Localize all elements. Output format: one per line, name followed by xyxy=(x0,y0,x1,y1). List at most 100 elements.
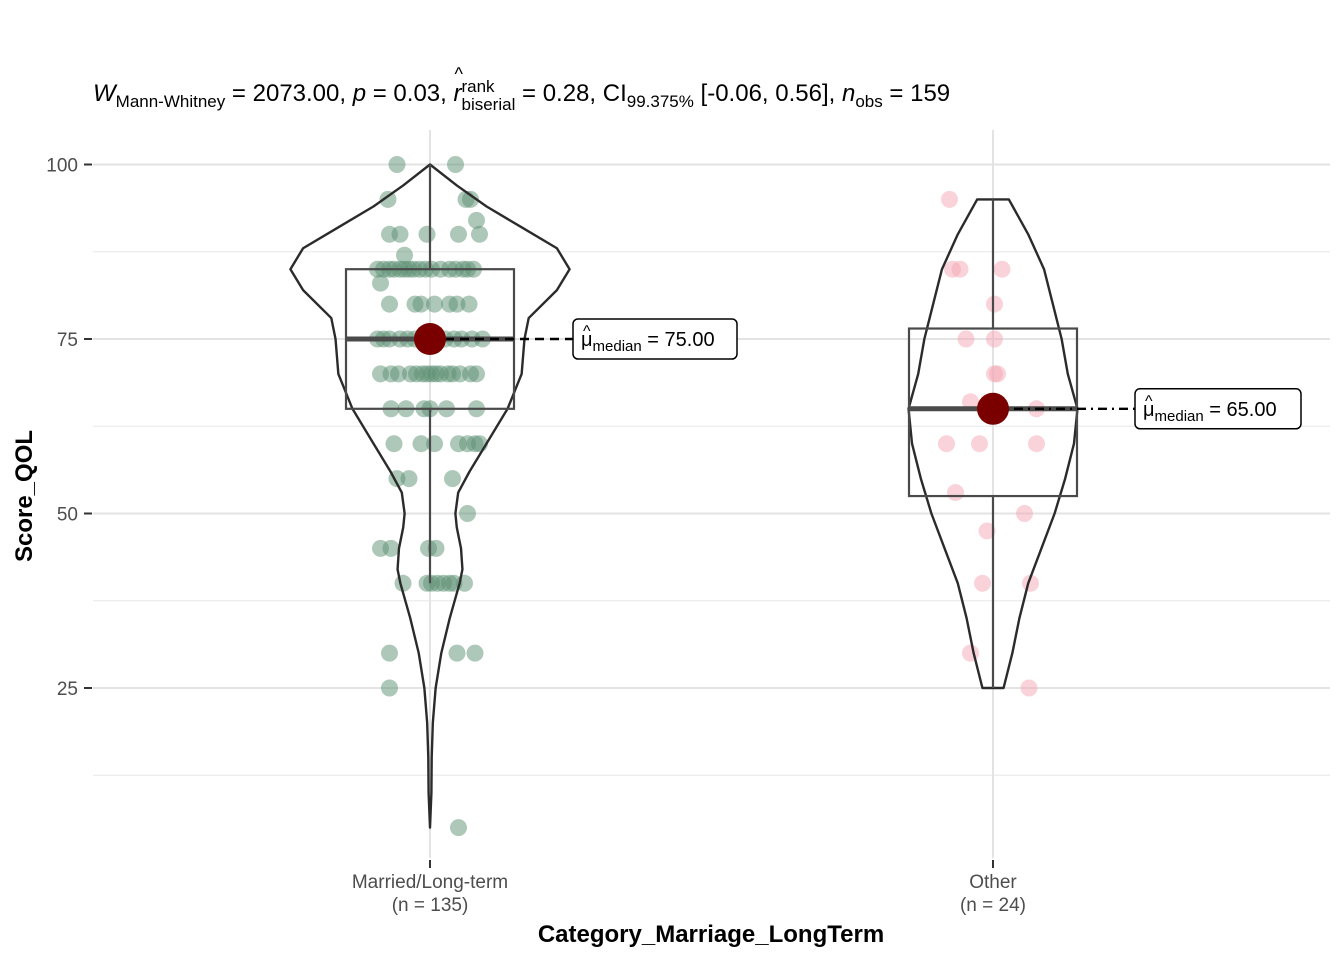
x-tick-label: Married/Long-term xyxy=(352,872,508,893)
data-point xyxy=(974,574,991,592)
data-point xyxy=(381,644,398,662)
data-point xyxy=(460,295,478,313)
data-point xyxy=(459,505,476,522)
y-tick-label: 100 xyxy=(46,156,78,177)
data-point xyxy=(941,190,958,208)
x-axis-label: Category_Marriage_LongTerm xyxy=(538,921,884,948)
median-label-sub: median xyxy=(593,338,642,355)
r-stack: rank biserial xyxy=(461,76,516,114)
data-point xyxy=(450,819,467,837)
median-point xyxy=(977,392,1009,425)
median-label-box xyxy=(572,318,738,360)
median-label: μmedian = 75.00^ xyxy=(572,318,738,360)
data-point xyxy=(382,539,400,557)
w-value: = 2073.00, xyxy=(225,80,353,107)
data-point xyxy=(962,644,979,662)
y-axis-label: Score_QOL xyxy=(11,430,38,562)
median-label-text: μmedian = 65.00 xyxy=(1143,399,1277,425)
y-axis: 25 50 75 100 Score_QOL xyxy=(11,156,92,700)
data-point xyxy=(396,246,413,264)
data-point xyxy=(1028,435,1045,453)
data-point xyxy=(962,393,979,411)
data-point xyxy=(381,679,398,697)
r-hat-symbol: ^ r xyxy=(453,64,463,107)
violin-outline xyxy=(907,198,1079,690)
data-point xyxy=(468,365,485,383)
x-tick-label: Other xyxy=(969,872,1017,893)
r-superscript: rank xyxy=(461,76,495,96)
data-point xyxy=(951,260,969,278)
data-point xyxy=(381,295,398,313)
points xyxy=(938,190,1045,697)
data-point xyxy=(993,260,1011,278)
p-value: = 0.03, xyxy=(366,80,454,107)
data-point xyxy=(426,435,443,453)
median-label-mu: μ xyxy=(581,329,593,351)
data-point xyxy=(986,330,1003,348)
y-tick-label: 75 xyxy=(57,330,78,351)
r-subscript: biserial xyxy=(461,94,516,114)
w-symbol: W xyxy=(93,80,116,107)
data-point xyxy=(462,190,479,208)
w-subscript: Mann-Whitney xyxy=(115,92,226,111)
data-point xyxy=(448,644,466,662)
data-point xyxy=(447,156,464,173)
p-symbol: p xyxy=(352,80,367,107)
data-point xyxy=(427,539,445,557)
data-point xyxy=(1020,679,1038,697)
median-label-box xyxy=(1134,388,1302,430)
r-value: = 0.28, CI xyxy=(515,80,627,107)
data-point xyxy=(426,295,443,313)
median-label-sub: median xyxy=(1155,408,1204,425)
data-point xyxy=(390,365,407,383)
n-subscript: obs xyxy=(855,92,883,111)
data-point xyxy=(938,435,955,453)
n-value: = 159 xyxy=(882,80,951,107)
data-point xyxy=(385,435,403,453)
data-point xyxy=(1016,505,1033,522)
median-point xyxy=(414,323,446,355)
data-point xyxy=(400,470,418,488)
data-point xyxy=(412,295,430,313)
median-label-hat: ^ xyxy=(1145,393,1153,410)
x-tick-count-label: (n = 135) xyxy=(392,895,469,916)
y-tick-label: 50 xyxy=(57,505,78,526)
chart-subtitle: WMann-Whitney = 2073.00, p = 0.03, ^ r ran… xyxy=(93,64,951,122)
data-point xyxy=(372,274,389,292)
median-label-value: = 75.00 xyxy=(642,329,715,351)
data-point xyxy=(971,435,988,453)
data-point xyxy=(957,330,975,348)
median-label-text: μmedian = 75.00 xyxy=(581,329,715,355)
data-point xyxy=(418,225,436,243)
data-point xyxy=(986,295,1003,313)
box xyxy=(907,327,1079,498)
data-point xyxy=(471,225,488,243)
data-point xyxy=(978,522,996,540)
n-symbol: n xyxy=(841,80,856,107)
data-point xyxy=(947,484,964,502)
median-label: μmedian = 65.00^ xyxy=(1134,388,1302,430)
r-symbol: r xyxy=(453,80,462,107)
grid xyxy=(93,130,1330,858)
ci-subscript: 99.375% xyxy=(626,92,694,111)
y-tick-label: 25 xyxy=(57,679,78,700)
data-point xyxy=(388,156,406,173)
data-point xyxy=(379,190,397,208)
data-point xyxy=(391,225,409,243)
data-point xyxy=(450,225,467,243)
x-tick-count-label: (n = 24) xyxy=(960,895,1026,916)
x-axis: Married/Long-term(n = 135) Other(n = 24) C… xyxy=(352,860,1026,948)
data-point xyxy=(412,435,430,453)
data-point xyxy=(444,470,461,488)
median-label-mu: μ xyxy=(1143,399,1155,421)
ci-value: [-0.06, 0.56], xyxy=(693,80,842,107)
median-label-hat: ^ xyxy=(583,323,591,340)
data-point xyxy=(989,365,1006,383)
group-other: μmedian = 65.00^ xyxy=(907,190,1302,697)
data-point xyxy=(468,211,485,229)
data-point xyxy=(448,295,466,313)
group-married-long-term: μmedian = 75.00^ xyxy=(289,156,738,837)
data-point xyxy=(466,644,484,662)
